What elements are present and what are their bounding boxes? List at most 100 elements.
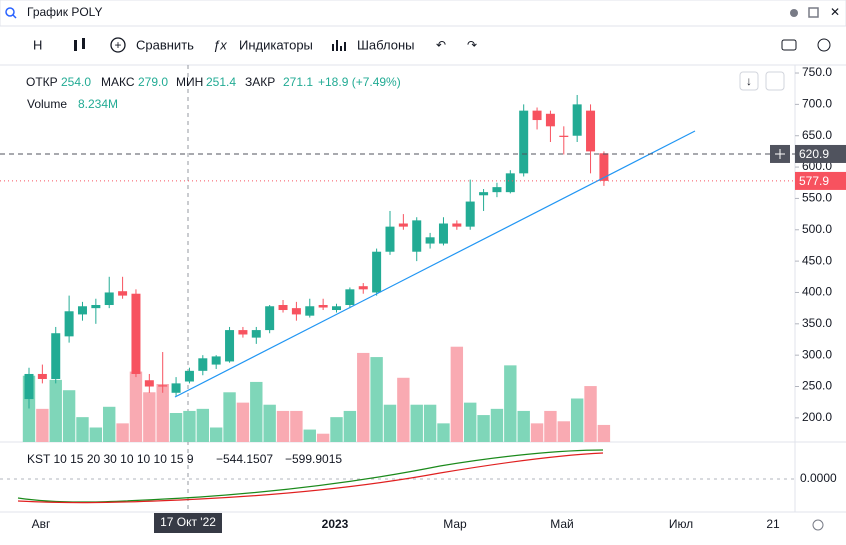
candle-body bbox=[519, 110, 529, 174]
candle-body bbox=[64, 311, 74, 337]
candle-body bbox=[265, 306, 275, 331]
candle-body bbox=[225, 330, 235, 362]
close-icon[interactable]: ✕ bbox=[830, 5, 840, 19]
volume-bar bbox=[103, 406, 116, 442]
x-tick-label: Мар bbox=[443, 517, 467, 531]
x-tick-label: 2023 bbox=[322, 517, 349, 531]
compare-icon[interactable] bbox=[110, 37, 126, 53]
volume-bar bbox=[183, 410, 196, 442]
x-tick-label: 21 bbox=[766, 517, 780, 531]
volume-bar bbox=[316, 433, 330, 442]
candle-body bbox=[372, 251, 382, 293]
publish-button[interactable] bbox=[817, 38, 831, 52]
candle-body bbox=[118, 291, 128, 296]
crosshair-time-label bbox=[154, 513, 222, 533]
indicators-icon[interactable]: ƒx bbox=[213, 37, 227, 52]
candle-body bbox=[278, 305, 288, 311]
candles-icon[interactable] bbox=[82, 38, 85, 49]
volume-bar bbox=[450, 346, 464, 442]
volume-bar bbox=[143, 392, 156, 442]
x-tick-label: Май bbox=[550, 517, 574, 531]
candle-body bbox=[358, 286, 368, 290]
fullscreen-button[interactable] bbox=[765, 71, 785, 91]
volume-bar bbox=[410, 404, 423, 442]
candle-body bbox=[586, 110, 596, 152]
search-icon bbox=[5, 7, 15, 17]
candle-body bbox=[238, 330, 248, 335]
y-tick-label: 700.0 bbox=[802, 97, 832, 111]
price-axis: 200.0 250.0 300.0 350.0 400.0 450.0 500.0 550.0… bbox=[0, 65, 846, 424]
volume-layer bbox=[22, 346, 611, 442]
volume-bar bbox=[250, 381, 263, 442]
snapshot-button[interactable] bbox=[781, 39, 797, 51]
search-text: График POLY bbox=[27, 5, 102, 19]
price-label-box bbox=[795, 171, 846, 190]
legend-low-label: МИН bbox=[176, 75, 203, 89]
trend-line[interactable] bbox=[174, 130, 696, 398]
templates-icon[interactable] bbox=[332, 40, 346, 51]
y-tick-label: 500.0 bbox=[802, 222, 832, 236]
interval-button[interactable]: H bbox=[33, 37, 42, 52]
compare-icon[interactable]: + bbox=[114, 38, 121, 52]
volume-bar bbox=[557, 421, 570, 442]
volume-bar bbox=[156, 384, 169, 442]
kst-signal-line bbox=[17, 452, 604, 504]
maximize-icon[interactable] bbox=[808, 7, 819, 18]
volume-bar bbox=[357, 352, 370, 442]
compare-button[interactable]: Сравнить bbox=[136, 37, 194, 52]
candle-body bbox=[198, 358, 208, 371]
undo-button[interactable]: ↶ bbox=[436, 38, 446, 52]
price-label-box bbox=[795, 144, 846, 163]
candle-body bbox=[305, 306, 315, 316]
templates-button[interactable]: Шаблоны bbox=[357, 37, 415, 52]
volume-bar bbox=[263, 404, 276, 442]
volume-bar bbox=[517, 410, 530, 442]
volume-bar bbox=[62, 390, 76, 442]
candle-body bbox=[479, 192, 489, 196]
y-tick-label: 450.0 bbox=[802, 253, 832, 267]
y-tick-label: 400.0 bbox=[802, 285, 832, 299]
search-bar[interactable] bbox=[0, 0, 846, 27]
legend-volume-label: Volume bbox=[27, 97, 67, 111]
volume-bar bbox=[196, 408, 210, 442]
volume-bar bbox=[490, 408, 504, 442]
volume-bar bbox=[504, 365, 517, 442]
redo-button[interactable]: ↷ bbox=[467, 38, 477, 52]
volume-bar bbox=[209, 427, 223, 442]
legend-open: 254.0 bbox=[61, 75, 91, 89]
candle-body bbox=[77, 306, 87, 315]
candles-icon[interactable] bbox=[74, 40, 77, 51]
volume-bar bbox=[129, 371, 143, 442]
x-tick-label: Июл bbox=[669, 517, 693, 531]
legend-change: +18.9 (+7.49%) bbox=[318, 75, 401, 89]
candle-body bbox=[412, 220, 422, 252]
candle-body bbox=[545, 113, 555, 127]
candle-body bbox=[559, 135, 569, 137]
settings-button[interactable] bbox=[812, 519, 824, 531]
candle-body bbox=[332, 306, 342, 311]
volume-bar bbox=[303, 429, 316, 442]
kst-line bbox=[17, 449, 604, 503]
kst-label: KST 10 15 20 30 10 10 10 15 9 bbox=[27, 452, 194, 466]
candle-body bbox=[51, 333, 61, 379]
y-tick-label: 550.0 bbox=[802, 191, 832, 205]
candle-layer bbox=[24, 94, 609, 409]
candle-body bbox=[599, 153, 609, 181]
volume-bar bbox=[464, 402, 477, 442]
crosshair-add-icon bbox=[775, 148, 785, 159]
legend-close-label: ЗАКР bbox=[245, 75, 275, 89]
crosshair-time-text: 17 Окт '22 bbox=[160, 515, 216, 529]
settings-icon[interactable] bbox=[790, 9, 798, 17]
scroll-button[interactable]: ↓ bbox=[746, 74, 752, 88]
candle-body bbox=[24, 373, 34, 400]
scroll-button[interactable] bbox=[739, 71, 759, 91]
legend-close: 271.1 bbox=[283, 75, 313, 89]
indicators-button[interactable]: Индикаторы bbox=[239, 37, 313, 52]
candle-body bbox=[251, 330, 261, 338]
x-tick-label: Авг bbox=[32, 517, 51, 531]
candle-body bbox=[131, 293, 141, 374]
price-label: 620.9 bbox=[799, 147, 829, 161]
volume-bar bbox=[223, 392, 236, 442]
candle-body bbox=[91, 305, 101, 309]
